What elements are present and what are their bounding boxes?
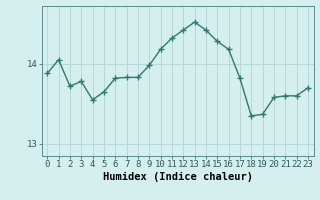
X-axis label: Humidex (Indice chaleur): Humidex (Indice chaleur) <box>103 172 252 182</box>
